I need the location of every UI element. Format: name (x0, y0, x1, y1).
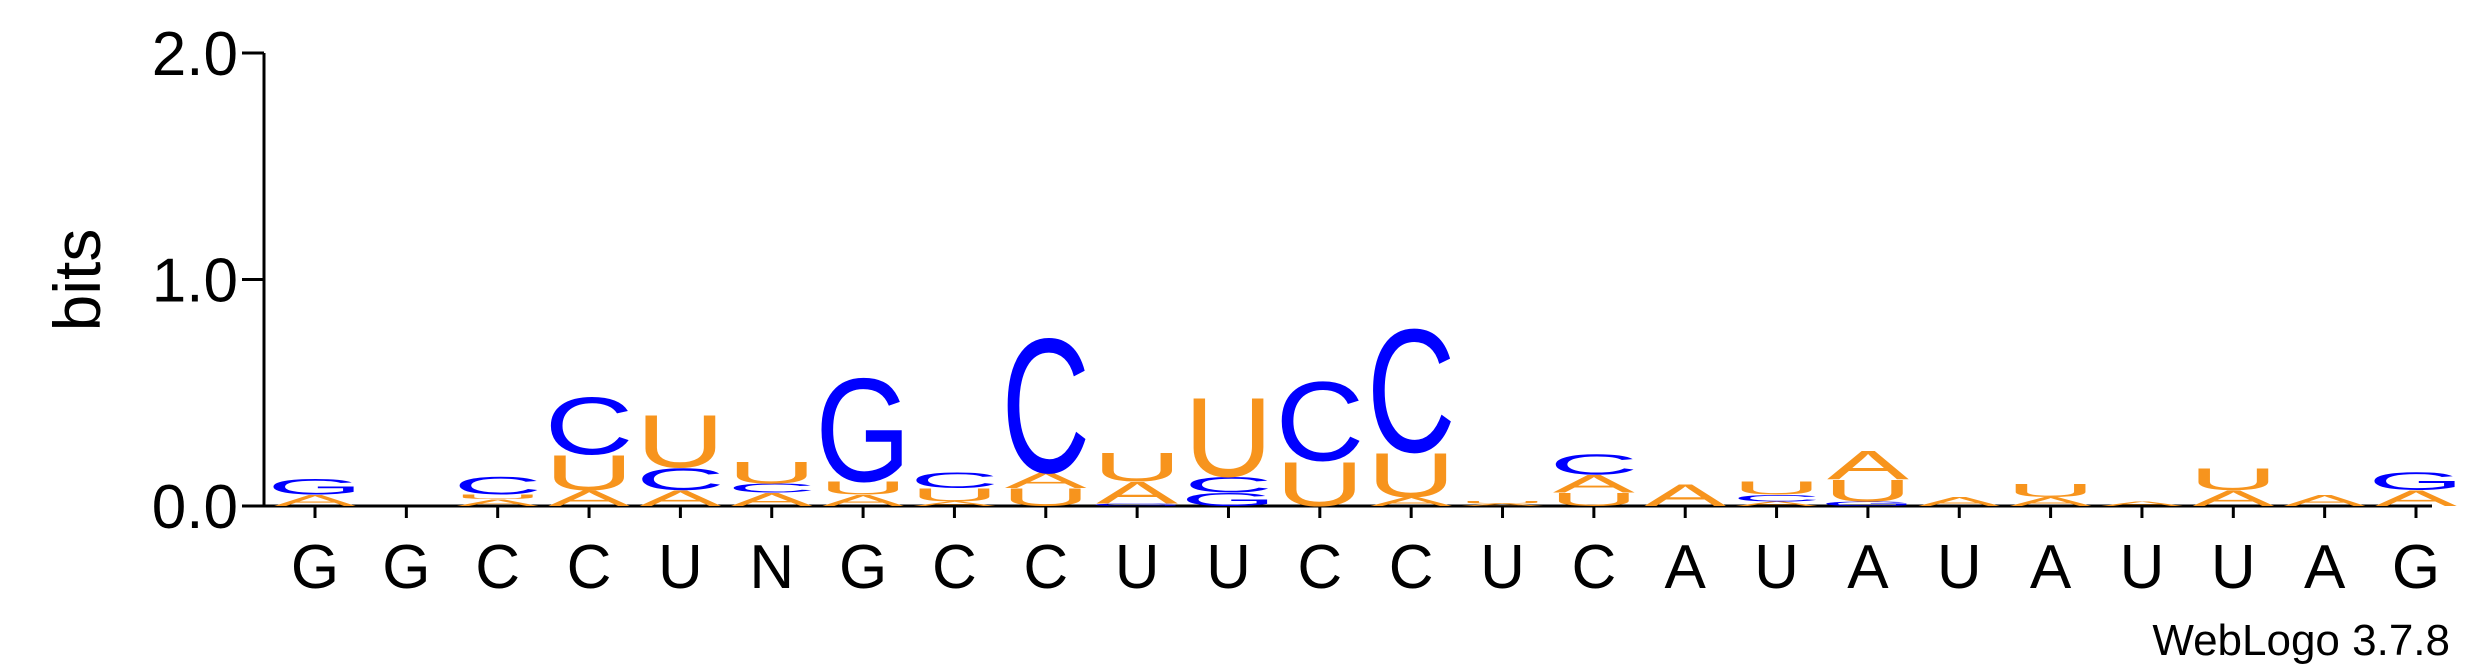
logo-letter: A (1553, 470, 1635, 498)
x-tick-label: C (1571, 533, 1616, 602)
x-tick-label: G (382, 533, 430, 602)
logo-letter: U (1824, 473, 1913, 508)
logo-letter: C (1184, 472, 1273, 497)
logo-letter: A (1462, 503, 1544, 507)
logo-letter: U (727, 455, 816, 490)
logo-letter: A (1005, 468, 1087, 493)
y-tick-label: 1.0 (152, 247, 238, 316)
logo-letter: C (1367, 294, 1456, 490)
logo-letter: U (1275, 449, 1364, 519)
logo-letter: U (636, 399, 725, 483)
logo-letter: A (2192, 486, 2274, 511)
logo-letter: A (1827, 442, 1909, 488)
logo-letter: U (1093, 444, 1182, 490)
footer: WebLogo 3.7.8 (2152, 616, 2450, 665)
logo-letter: A (822, 492, 905, 510)
logo-letter: G (1820, 500, 1916, 507)
y-axis-label: bits (40, 229, 114, 332)
logo-letter: G (1181, 489, 1277, 510)
logo-letter: U (545, 445, 634, 501)
x-tick-label: U (1115, 533, 1160, 602)
logo-letter: A (639, 486, 721, 511)
logo-letter: C (1550, 449, 1639, 481)
logo-letter: U (1550, 489, 1639, 510)
x-tick-label: A (2030, 533, 2072, 602)
x-tick-label: C (475, 533, 520, 602)
x-tick-label: U (658, 533, 703, 602)
logo-letter: U (2189, 462, 2278, 497)
logo-letter: U (1184, 375, 1273, 502)
x-tick-label: U (2120, 533, 2165, 602)
logo-letter: A (457, 498, 539, 509)
y-tick-label: 2.0 (152, 20, 238, 89)
logo-letter: C (1732, 493, 1821, 504)
logo-letter: A (548, 486, 630, 511)
logo-letter: A (1644, 478, 1726, 513)
logo-letter: A (913, 500, 995, 507)
x-tick-label: C (567, 533, 612, 602)
x-tick-label: N (749, 533, 794, 602)
x-tick-label: U (1937, 533, 1982, 602)
logo-letter: U (1367, 440, 1456, 510)
logo-letter: C (636, 462, 725, 497)
logo-letter: C (545, 381, 634, 472)
logo-letter: A (1370, 495, 1453, 509)
logo-letter: U (819, 477, 908, 498)
logo-letter: A (274, 492, 357, 510)
logo-letter: C (727, 481, 816, 495)
logo-letter: A (2101, 500, 2183, 507)
x-tick-label: A (1847, 533, 1889, 602)
y-tick-label: 0.0 (152, 473, 238, 542)
logo-letter: U (910, 484, 999, 505)
x-tick-label: G (2392, 533, 2440, 602)
logo-letter: C (910, 468, 999, 493)
logo-letter: A (2010, 495, 2093, 509)
logo-letter: A (1918, 495, 2001, 509)
logo-letter: U (1001, 483, 1090, 511)
x-tick-label: G (839, 533, 887, 602)
x-tick-label: C (1389, 533, 1434, 602)
logo-letter: C (453, 472, 542, 500)
logo-letter: G (1089, 503, 1185, 507)
x-tick-label: G (291, 533, 339, 602)
logo-letter: U (453, 494, 542, 501)
x-tick-label: C (1297, 533, 1342, 602)
logo-letter: G (267, 475, 363, 500)
logo-letter: U (1732, 477, 1821, 498)
logo-letter: G (815, 347, 911, 512)
x-tick-label: U (1754, 533, 1799, 602)
logo-letter: C (1001, 299, 1090, 513)
logo-letter: A (1736, 500, 1818, 507)
logo-letter: U (1458, 501, 1547, 505)
logo-letter: A (2375, 486, 2457, 511)
x-tick-label: A (2304, 533, 2346, 602)
logo-letter: G (2368, 467, 2464, 495)
x-tick-label: U (1206, 533, 1251, 602)
x-tick-label: U (2211, 533, 2256, 602)
x-tick-label: C (932, 533, 977, 602)
logo-letter: A (1096, 476, 1178, 511)
logo-letter: U (2006, 480, 2095, 501)
logo-letter: A (731, 489, 813, 510)
logo-letter: A (2284, 492, 2367, 510)
x-tick-label: A (1665, 533, 1707, 602)
logo-letter: C (1275, 359, 1364, 486)
x-tick-label: C (1023, 533, 1068, 602)
x-tick-label: U (1480, 533, 1525, 602)
